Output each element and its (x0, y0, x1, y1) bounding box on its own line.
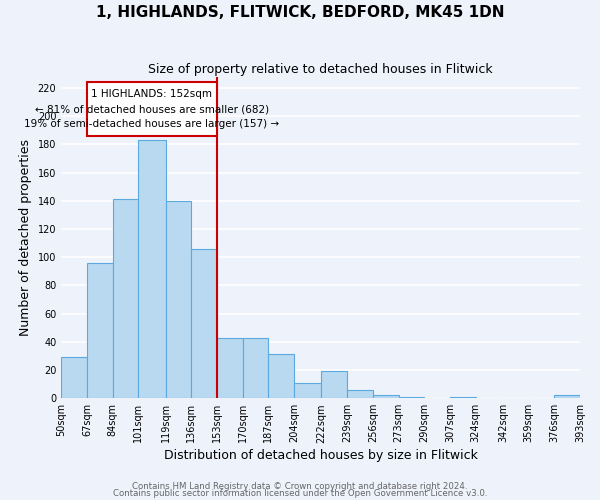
Text: Contains HM Land Registry data © Crown copyright and database right 2024.: Contains HM Land Registry data © Crown c… (132, 482, 468, 491)
Bar (217, 338, 243, 398)
Text: Contains public sector information licensed under the Open Government Licence v3: Contains public sector information licen… (113, 490, 487, 498)
Bar (61, 358, 87, 398)
Bar (243, 338, 268, 398)
Title: Size of property relative to detached houses in Flitwick: Size of property relative to detached ho… (148, 62, 493, 76)
Bar (347, 390, 373, 398)
Bar (268, 354, 294, 398)
FancyBboxPatch shape (87, 82, 217, 136)
X-axis label: Distribution of detached houses by size in Flitwick: Distribution of detached houses by size … (164, 450, 478, 462)
Y-axis label: Number of detached properties: Number of detached properties (19, 139, 32, 336)
Text: ← 81% of detached houses are smaller (682): ← 81% of detached houses are smaller (68… (35, 104, 269, 114)
Bar (373, 396, 398, 398)
Bar (191, 248, 217, 398)
Text: 1 HIGHLANDS: 152sqm: 1 HIGHLANDS: 152sqm (91, 90, 212, 100)
Bar (398, 397, 424, 398)
Bar (166, 201, 191, 398)
Bar (113, 200, 139, 398)
Bar (294, 382, 322, 398)
Text: 1, HIGHLANDS, FLITWICK, BEDFORD, MK45 1DN: 1, HIGHLANDS, FLITWICK, BEDFORD, MK45 1D… (96, 5, 504, 20)
Bar (322, 372, 347, 398)
Bar (87, 263, 113, 398)
Text: 19% of semi-detached houses are larger (157) →: 19% of semi-detached houses are larger (… (25, 119, 280, 129)
Bar (450, 397, 476, 398)
Bar (554, 396, 580, 398)
Bar (139, 140, 166, 398)
